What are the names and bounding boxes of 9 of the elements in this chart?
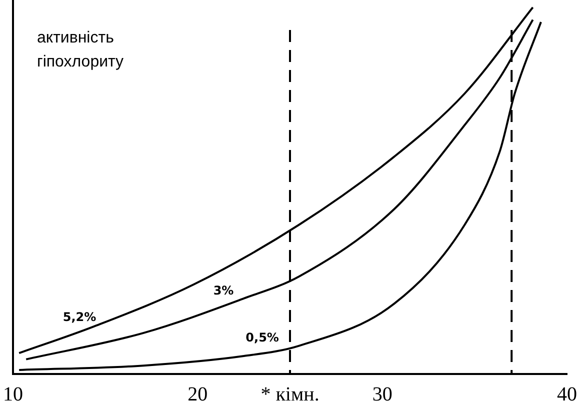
series-label: 3%	[213, 284, 234, 298]
x-tick-label: * кімн.	[260, 383, 320, 406]
series-label: 5,2%	[62, 310, 96, 324]
x-tick-label: 30	[372, 383, 392, 406]
x-tick-label: 10	[3, 383, 23, 406]
x-tick-label: 40	[557, 383, 577, 406]
y-axis-title: активність гіпохлориту	[37, 29, 124, 70]
series-label: 0,5%	[246, 330, 279, 345]
x-tick-label: 20	[188, 383, 208, 406]
